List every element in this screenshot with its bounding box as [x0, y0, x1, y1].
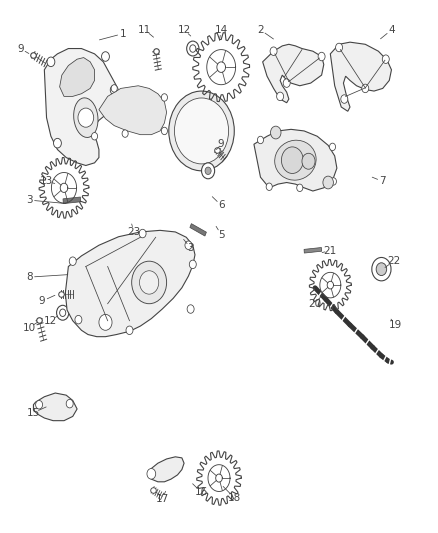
Ellipse shape: [275, 140, 316, 180]
Circle shape: [35, 400, 42, 409]
Text: 5: 5: [218, 230, 225, 240]
Circle shape: [283, 79, 290, 87]
Circle shape: [110, 85, 118, 95]
Text: 6: 6: [218, 200, 225, 211]
Circle shape: [111, 85, 117, 92]
Bar: [190, 224, 206, 236]
Bar: [304, 247, 321, 253]
Circle shape: [66, 399, 73, 408]
Text: 1: 1: [120, 29, 126, 39]
Circle shape: [185, 241, 192, 249]
Circle shape: [330, 177, 336, 185]
Text: 2: 2: [257, 25, 264, 35]
Circle shape: [297, 184, 303, 191]
Circle shape: [169, 91, 234, 171]
Text: 14: 14: [215, 25, 228, 35]
Text: 22: 22: [387, 256, 400, 266]
Circle shape: [187, 305, 194, 313]
Circle shape: [53, 139, 61, 148]
Text: 4: 4: [388, 25, 395, 35]
Circle shape: [47, 57, 55, 67]
Circle shape: [258, 136, 264, 144]
Circle shape: [341, 95, 348, 103]
Circle shape: [205, 167, 211, 174]
Text: 12: 12: [44, 316, 57, 326]
Polygon shape: [148, 457, 184, 482]
Text: 13: 13: [40, 176, 53, 187]
Text: 10: 10: [22, 322, 35, 333]
Text: 3: 3: [26, 195, 32, 205]
Text: 21: 21: [324, 246, 337, 255]
Bar: [63, 197, 81, 204]
Polygon shape: [60, 58, 95, 96]
Text: 9: 9: [218, 139, 225, 149]
Circle shape: [336, 43, 343, 52]
Circle shape: [57, 305, 69, 320]
Text: 11: 11: [138, 25, 152, 35]
Circle shape: [122, 130, 128, 138]
Circle shape: [132, 261, 166, 304]
Circle shape: [187, 41, 199, 56]
Circle shape: [69, 257, 76, 265]
Polygon shape: [263, 44, 324, 103]
Circle shape: [302, 154, 315, 169]
Polygon shape: [44, 49, 117, 165]
Text: 18: 18: [228, 492, 241, 503]
Circle shape: [92, 133, 98, 140]
Circle shape: [161, 127, 167, 135]
Circle shape: [161, 94, 167, 101]
Text: 23: 23: [127, 227, 141, 237]
Text: 8: 8: [26, 272, 32, 282]
Circle shape: [140, 271, 159, 294]
Circle shape: [362, 84, 369, 93]
Text: 19: 19: [389, 320, 403, 330]
Circle shape: [376, 263, 387, 276]
Polygon shape: [99, 86, 166, 135]
Circle shape: [139, 229, 146, 238]
Ellipse shape: [74, 98, 98, 138]
Text: 16: 16: [195, 488, 208, 497]
Circle shape: [78, 108, 94, 127]
Text: 17: 17: [155, 494, 169, 504]
Circle shape: [147, 469, 155, 479]
Circle shape: [174, 98, 229, 164]
Circle shape: [201, 163, 215, 179]
Circle shape: [75, 316, 82, 324]
Circle shape: [270, 47, 277, 55]
Polygon shape: [254, 130, 337, 191]
Circle shape: [318, 52, 325, 61]
Circle shape: [102, 52, 110, 61]
Circle shape: [189, 260, 196, 269]
Circle shape: [282, 147, 303, 173]
Circle shape: [60, 309, 66, 317]
Polygon shape: [330, 42, 392, 111]
Circle shape: [277, 92, 284, 101]
Circle shape: [329, 143, 336, 151]
Text: 3: 3: [187, 243, 194, 253]
Text: 9: 9: [17, 44, 24, 53]
Text: 7: 7: [379, 176, 386, 187]
Circle shape: [190, 45, 196, 52]
Polygon shape: [33, 393, 77, 421]
Circle shape: [382, 55, 389, 63]
Circle shape: [372, 257, 391, 281]
Text: 9: 9: [39, 296, 46, 306]
Circle shape: [99, 314, 112, 330]
Circle shape: [323, 176, 333, 189]
Text: 12: 12: [177, 25, 191, 35]
Text: 15: 15: [27, 408, 40, 418]
Circle shape: [266, 183, 272, 190]
Circle shape: [126, 326, 133, 335]
Polygon shape: [65, 230, 195, 337]
Circle shape: [271, 126, 281, 139]
Text: 20: 20: [308, 298, 321, 309]
